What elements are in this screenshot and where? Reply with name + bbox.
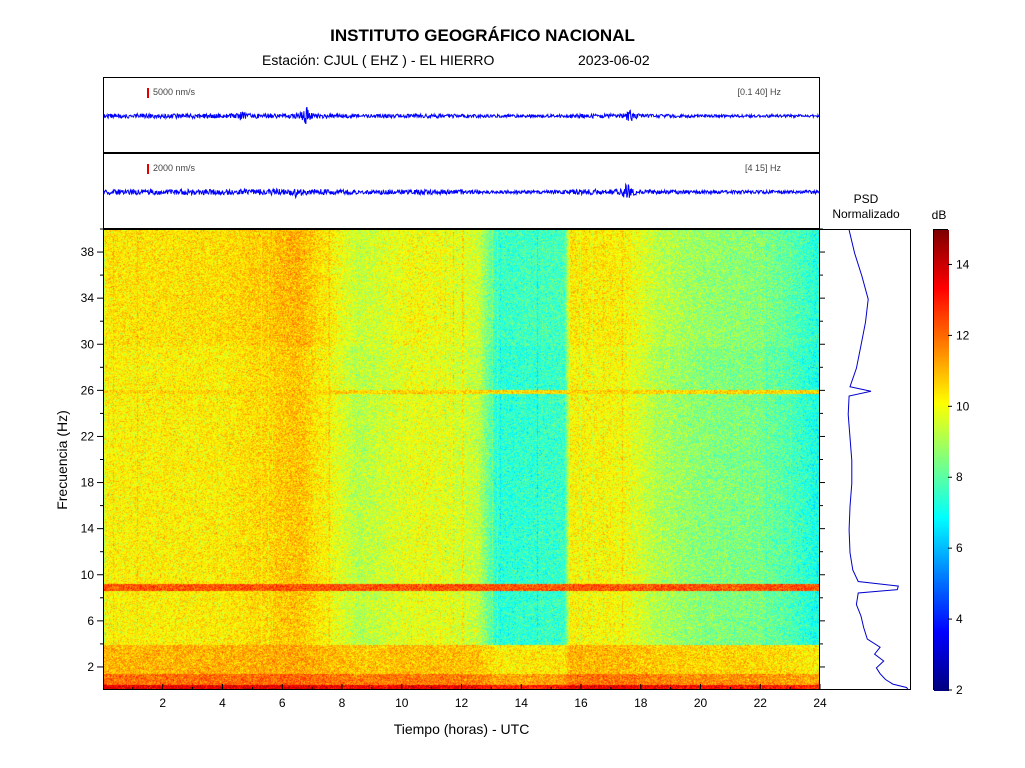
colorbar-tick-label: 8 bbox=[956, 470, 963, 484]
amplitude-scale-label: 5000 nm/s bbox=[153, 87, 196, 97]
colorbar-unit-label: dB bbox=[931, 208, 947, 222]
seismogram-waveform bbox=[104, 182, 819, 200]
colorbar-gradient bbox=[934, 230, 949, 691]
station-label: Estación: CJUL ( EHZ ) - EL HIERRO bbox=[262, 52, 495, 68]
y-tick-label: 26 bbox=[81, 383, 95, 397]
y-tick-label: 34 bbox=[81, 291, 95, 305]
colorbar-tick-label: 10 bbox=[956, 399, 970, 413]
y-tick-label: 14 bbox=[81, 522, 95, 536]
y-tick-label: 22 bbox=[81, 429, 95, 443]
psd-title-line1: PSD bbox=[853, 192, 879, 206]
x-tick-label: 6 bbox=[279, 696, 286, 710]
x-tick-label: 2 bbox=[159, 696, 166, 710]
page-title: INSTITUTO GEOGRÁFICO NACIONAL bbox=[330, 26, 635, 45]
x-tick-label: 16 bbox=[574, 696, 588, 710]
psd-panel bbox=[820, 229, 911, 691]
y-tick-label: 38 bbox=[81, 245, 95, 259]
amplitude-scale-label: 2000 nm/s bbox=[153, 163, 196, 173]
y-axis-label: Frecuencia (Hz) bbox=[54, 410, 70, 510]
psd-line bbox=[847, 229, 909, 691]
x-tick-label: 22 bbox=[754, 696, 768, 710]
colorbar-tick-label: 14 bbox=[956, 257, 970, 271]
y-tick-label: 6 bbox=[87, 614, 94, 628]
seismogram-trace-filtered bbox=[104, 182, 819, 200]
x-tick-label: 8 bbox=[339, 696, 346, 710]
y-tick-label: 18 bbox=[81, 476, 95, 490]
colorbar-tick-label: 6 bbox=[956, 541, 963, 555]
x-tick-label: 18 bbox=[634, 696, 648, 710]
psd-curve bbox=[847, 229, 909, 691]
psd-title: PSD Normalizado bbox=[822, 192, 910, 222]
seismogram-waveform bbox=[104, 106, 819, 125]
x-axis-label: Tiempo (horas) - UTC bbox=[393, 721, 530, 737]
spectrogram-plot bbox=[103, 229, 820, 690]
y-tick-label: 2 bbox=[87, 660, 94, 674]
colorbar-tick-label: 12 bbox=[956, 328, 970, 342]
x-tick-label: 14 bbox=[515, 696, 529, 710]
spectrogram-image bbox=[104, 230, 819, 689]
colorbar-tick-label: 4 bbox=[956, 612, 963, 626]
colorbar bbox=[933, 229, 949, 691]
seismogram-trace-broadband bbox=[104, 106, 819, 125]
amplitude-scale-bar bbox=[147, 88, 149, 98]
seismogram-panel-filtered: 2000 nm/s [4 15] Hz bbox=[103, 153, 820, 229]
colorbar-tick-label: 2 bbox=[956, 683, 963, 697]
filter-band-label: [0.1 40] Hz bbox=[737, 87, 781, 97]
psd-title-line2: Normalizado bbox=[832, 207, 900, 221]
seismogram-panel-broadband: 5000 nm/s [0.1 40] Hz bbox=[103, 77, 820, 153]
date-label: 2023-06-02 bbox=[578, 52, 650, 68]
filter-band-label: [4 15] Hz bbox=[744, 163, 781, 173]
x-tick-label: 4 bbox=[219, 696, 226, 710]
x-tick-label: 24 bbox=[813, 696, 827, 710]
y-tick-label: 10 bbox=[81, 568, 95, 582]
y-tick-label: 30 bbox=[81, 337, 95, 351]
x-tick-label: 12 bbox=[455, 696, 469, 710]
x-tick-label: 20 bbox=[694, 696, 708, 710]
x-tick-label: 10 bbox=[395, 696, 409, 710]
amplitude-scale-bar bbox=[147, 164, 149, 174]
